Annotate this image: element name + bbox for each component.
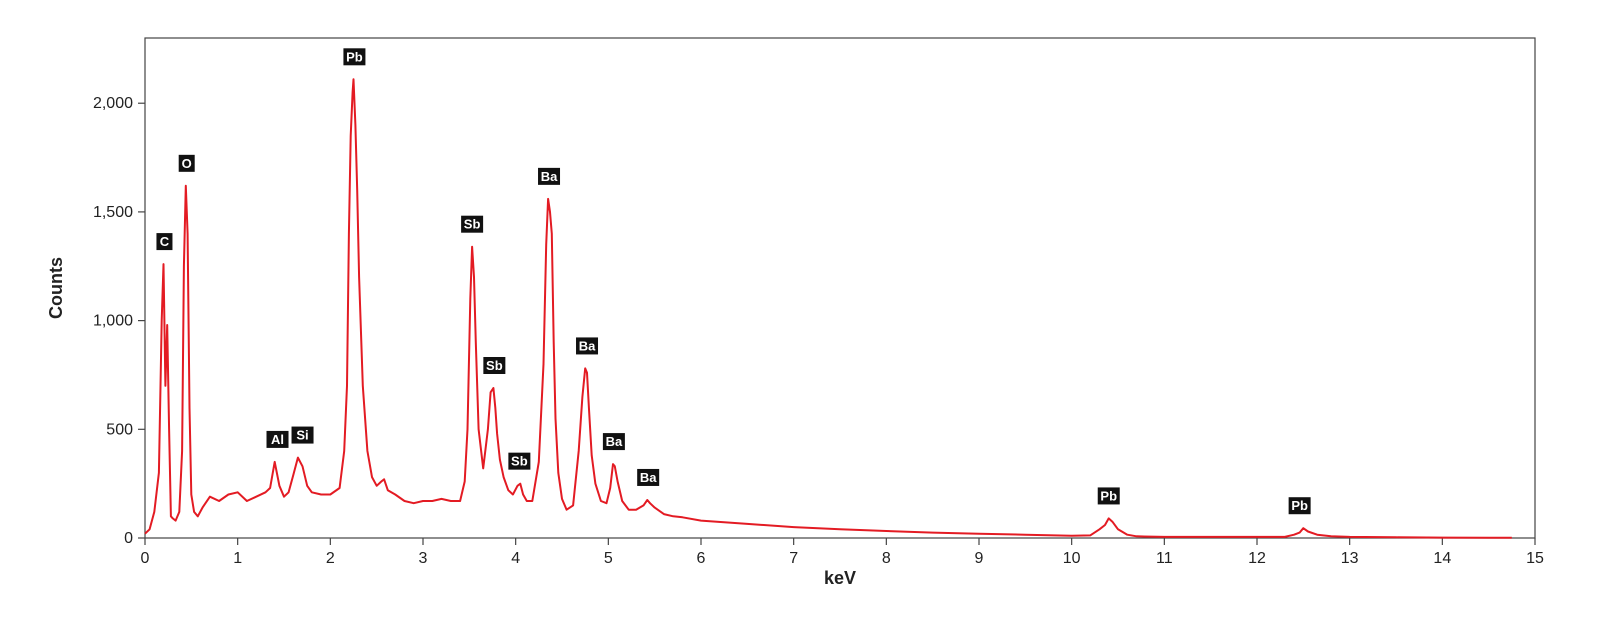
y-axis-title: Counts xyxy=(46,257,66,319)
x-tick-label: 0 xyxy=(141,550,150,567)
peak-label-sb: Sb xyxy=(461,215,484,233)
x-tick-label: 5 xyxy=(604,550,613,567)
x-tick-label: 14 xyxy=(1433,550,1451,567)
peak-label-box xyxy=(1288,497,1311,515)
y-tick-label: 1,500 xyxy=(93,204,133,221)
peak-label-text: Al xyxy=(271,432,284,447)
peak-label-pb: Pb xyxy=(1288,497,1311,515)
x-tick-label: 11 xyxy=(1156,550,1173,567)
plot-frame-layer xyxy=(144,37,1536,539)
peak-label-text: Pb xyxy=(346,49,363,64)
peak-label-box xyxy=(483,357,506,374)
peak-label-box xyxy=(178,154,195,172)
peak-label-ba: Ba xyxy=(637,468,660,486)
peak-label-text: Sb xyxy=(486,358,503,373)
peak-label-text: O xyxy=(182,156,192,171)
peak-label-box xyxy=(291,426,314,444)
x-tick-label: 6 xyxy=(697,550,706,567)
peak-label-pb: Pb xyxy=(343,48,366,66)
peak-label-box xyxy=(576,337,599,355)
x-tick-label: 8 xyxy=(882,550,891,567)
y-tick-label: 1,000 xyxy=(93,313,133,330)
peak-label-box xyxy=(637,468,660,486)
axis-ticks-layer: 0 1 2 3 4 5 6 7 8 9 10 11 12 13 14 1505001,0001,5002,00… xyxy=(93,95,1544,567)
peak-label-ba: Ba xyxy=(576,337,599,355)
peak-label-text: Ba xyxy=(640,470,657,485)
x-tick-label: 7 xyxy=(789,550,798,567)
peak-label-box xyxy=(461,215,484,233)
spectrum-line xyxy=(144,78,1512,539)
peak-label-box xyxy=(343,48,366,66)
x-tick-label: 13 xyxy=(1341,550,1359,567)
peak-label-box xyxy=(266,430,289,448)
x-tick-label: 4 xyxy=(511,550,520,567)
peak-label-al: Al xyxy=(266,430,289,448)
x-tick-label: 9 xyxy=(975,550,984,567)
x-tick-label: 3 xyxy=(419,550,428,567)
peak-labels-layer: C O Al Si Pb Sb Sb Sb Ba Ba Ba Ba Pb Pb xyxy=(156,48,1311,515)
peak-label-si: Si xyxy=(291,426,314,444)
peak-label-text: Ba xyxy=(541,169,558,184)
peak-label-text: C xyxy=(160,234,170,249)
peak-label-text: Ba xyxy=(579,338,596,353)
x-tick-label: 15 xyxy=(1526,550,1544,567)
peak-label-ba: Ba xyxy=(538,167,561,185)
peak-label-text: Ba xyxy=(606,434,623,449)
peak-label-c: C xyxy=(156,233,173,251)
peak-label-text: Sb xyxy=(464,217,481,232)
peak-label-ba: Ba xyxy=(602,433,625,451)
x-tick-label: 1 xyxy=(233,550,242,567)
x-tick-label: 2 xyxy=(326,550,335,567)
x-axis-title: keV xyxy=(824,568,856,588)
peak-label-box xyxy=(538,167,561,185)
peak-label-sb: Sb xyxy=(508,452,531,470)
peak-label-box xyxy=(156,233,173,251)
peak-label-sb: Sb xyxy=(483,357,506,374)
peak-label-text: Pb xyxy=(1100,488,1117,503)
peak-label-box xyxy=(508,452,531,470)
y-tick-label: 2,000 xyxy=(93,95,133,112)
y-tick-label: 0 xyxy=(124,530,133,547)
series-layer xyxy=(144,78,1512,539)
peak-label-box xyxy=(1097,487,1120,505)
peak-label-text: Sb xyxy=(511,454,528,469)
peak-label-text: Si xyxy=(296,428,308,443)
peak-label-pb: Pb xyxy=(1097,487,1120,505)
x-tick-label: 12 xyxy=(1248,550,1266,567)
peak-label-text: Pb xyxy=(1291,498,1308,513)
peak-label-box xyxy=(602,433,625,451)
y-tick-label: 500 xyxy=(106,421,133,438)
x-tick-label: 10 xyxy=(1063,550,1081,567)
plot-area-border xyxy=(144,37,1536,539)
peak-label-o: O xyxy=(178,154,195,172)
